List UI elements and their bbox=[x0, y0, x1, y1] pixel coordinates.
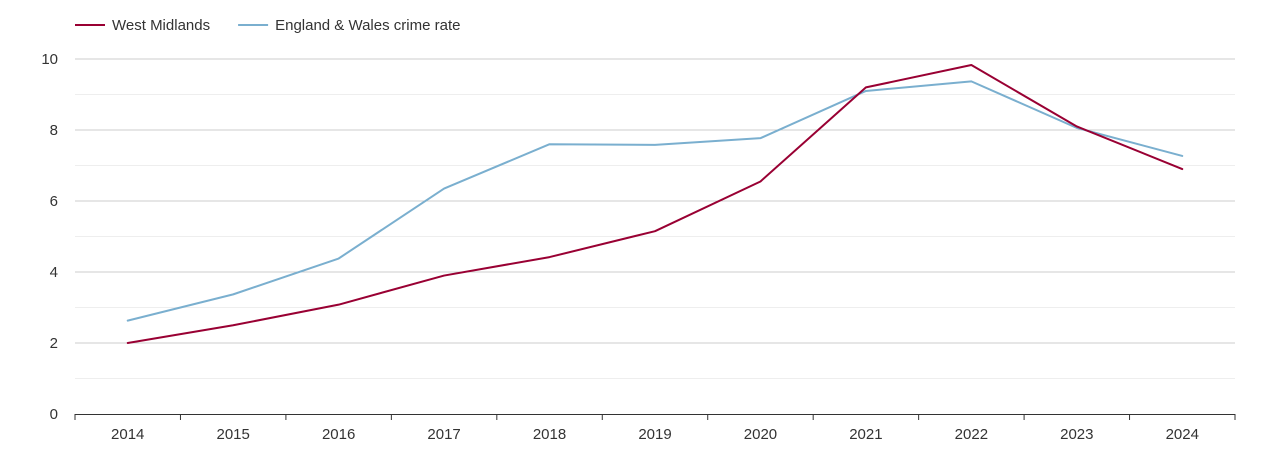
legend: West Midlands England & Wales crime rate bbox=[75, 17, 460, 34]
x-tick-label: 2022 bbox=[955, 426, 988, 443]
x-axis: 2014 2015 2016 2017 2018 2019 2020 2021 2022 2023… bbox=[74, 414, 1236, 443]
y-tick-label: 8 bbox=[50, 122, 58, 139]
series-line-west-midlands bbox=[126, 64, 1184, 344]
series-line-england-wales-crime-rate bbox=[126, 80, 1184, 322]
y-tick-label: 6 bbox=[50, 193, 58, 210]
x-tick-label: 2021 bbox=[849, 426, 882, 443]
y-tick-label: 0 bbox=[50, 406, 58, 423]
x-tick-label: 2019 bbox=[638, 426, 671, 443]
grid-lines bbox=[75, 58, 1235, 379]
y-axis: 0 2 4 6 8 10 bbox=[41, 51, 58, 423]
legend-label: West Midlands bbox=[112, 17, 210, 34]
y-tick-label: 10 bbox=[41, 51, 58, 68]
x-tick-label: 2018 bbox=[533, 426, 566, 443]
legend-item-west-midlands[interactable]: West Midlands bbox=[75, 17, 210, 34]
legend-label: England & Wales crime rate bbox=[275, 17, 460, 34]
x-tick-label: 2024 bbox=[1166, 426, 1199, 443]
x-tick-label: 2016 bbox=[322, 426, 355, 443]
x-tick-label: 2015 bbox=[216, 426, 249, 443]
x-tick-label: 2020 bbox=[744, 426, 777, 443]
series-group bbox=[126, 64, 1184, 344]
x-tick-label: 2023 bbox=[1060, 426, 1093, 443]
x-tick-label: 2014 bbox=[111, 426, 144, 443]
x-tick-label: 2017 bbox=[427, 426, 460, 443]
y-tick-label: 4 bbox=[50, 264, 58, 281]
y-tick-label: 2 bbox=[50, 335, 58, 352]
legend-item-england-wales-crime-rate[interactable]: England & Wales crime rate bbox=[238, 17, 460, 34]
